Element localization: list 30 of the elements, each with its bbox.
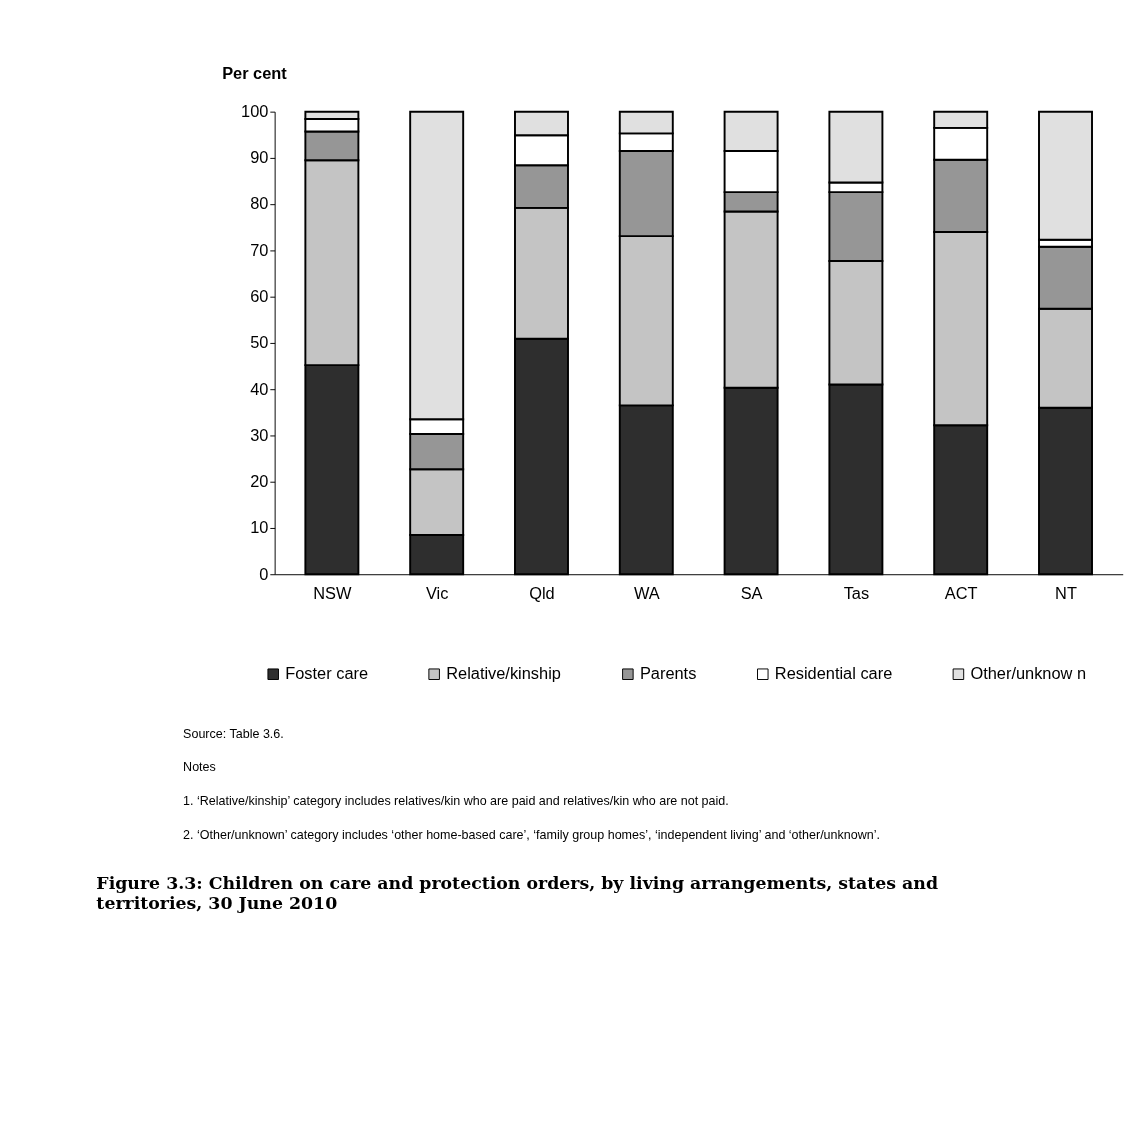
x-tick-label: Qld [529, 583, 555, 602]
y-tick-label: 100 [241, 101, 269, 120]
source-note: Source: Table 3.6. [183, 726, 284, 741]
legend-label: Relative/kinship [446, 664, 561, 683]
y-tick-label: 90 [250, 148, 269, 167]
legend-label: Parents [639, 664, 697, 683]
legend-label: Foster care [285, 664, 369, 683]
x-tick-label: WA [633, 583, 660, 602]
text: 1. ‘Relative/kinship’ category includes relatives/kin who are paid and relatives/kin who are not paid. [183, 794, 729, 809]
y-axis-title: Per cent [222, 64, 288, 83]
y-tick-label: 40 [250, 379, 269, 398]
legend-label: Other/unknow n [970, 664, 1087, 683]
y-tick-label: 70 [250, 240, 269, 259]
y-tick-label: 50 [250, 333, 269, 352]
text: 2. ‘Other/unknown’ category includes ‘other home-based care’, ‘family group homes’, ‘independent living’ and ‘other/unknown’. [183, 827, 880, 842]
y-tick-label: 60 [250, 287, 269, 305]
x-tick-label: Vic [425, 583, 449, 602]
y-tick-label: 10 [250, 518, 269, 537]
x-tick-label: SA [740, 583, 763, 602]
y-tick-label: 30 [250, 425, 269, 444]
y-tick-label: 80 [250, 194, 269, 213]
x-tick-label: NT [1055, 583, 1077, 602]
x-tick-label: ACT [944, 583, 978, 602]
x-tick-label: NSW [313, 583, 353, 602]
legend-label: Residential care [774, 664, 893, 683]
text: Figure 3.3: Children on care and protection orders, by living arrangements, states and territories, 30 June 2010 [96, 873, 939, 913]
x-tick-label: Tas [843, 583, 870, 602]
text: Notes [183, 760, 216, 775]
y-tick-label: 0 [259, 564, 269, 583]
y-tick-label: 20 [250, 472, 269, 491]
